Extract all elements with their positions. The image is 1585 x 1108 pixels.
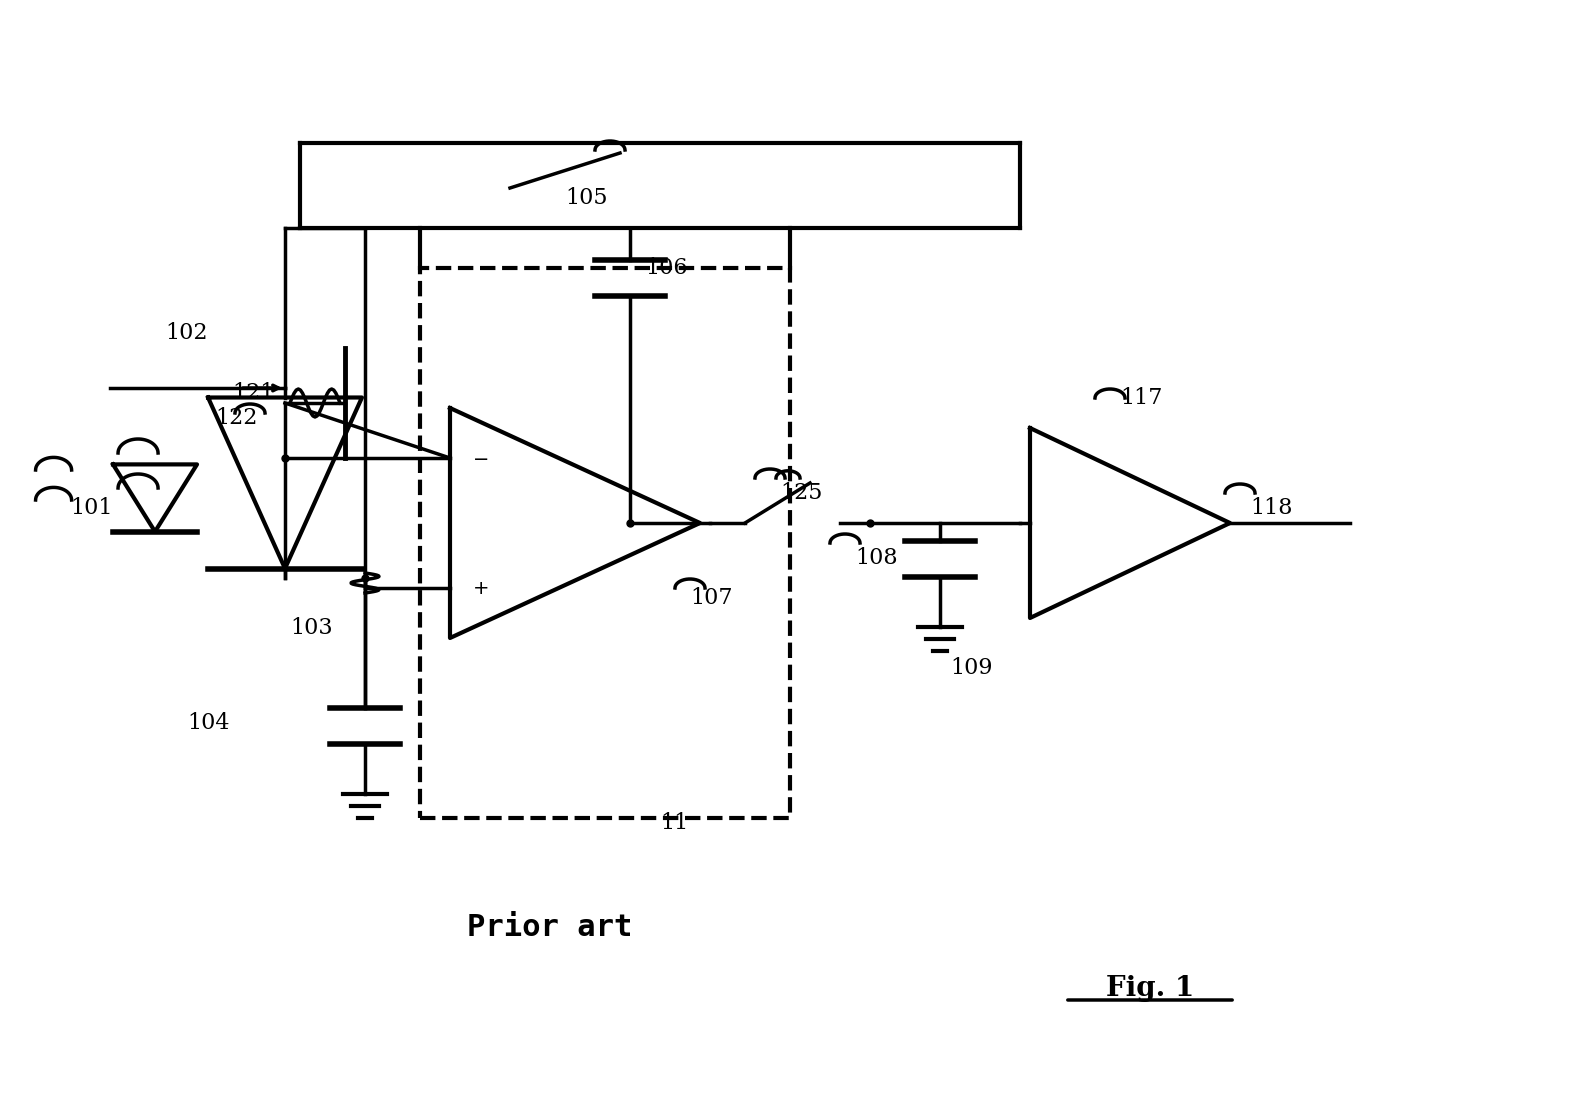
- Text: 106: 106: [645, 257, 688, 279]
- Text: 108: 108: [854, 547, 897, 570]
- Text: 118: 118: [1251, 497, 1292, 519]
- Text: 121: 121: [233, 382, 276, 404]
- Text: 102: 102: [165, 322, 208, 343]
- Text: 125: 125: [780, 482, 823, 504]
- Text: 109: 109: [949, 657, 992, 679]
- Text: 107: 107: [689, 587, 732, 609]
- Text: 11: 11: [659, 812, 688, 834]
- Text: 122: 122: [216, 407, 257, 429]
- Text: $-$: $-$: [472, 449, 488, 468]
- Text: 103: 103: [290, 617, 333, 639]
- Text: 101: 101: [70, 497, 113, 519]
- Text: Fig. 1: Fig. 1: [1106, 975, 1194, 1002]
- Text: 117: 117: [1121, 387, 1162, 409]
- Text: 104: 104: [187, 712, 230, 733]
- Text: 105: 105: [564, 187, 607, 209]
- Text: Prior art: Prior art: [468, 913, 632, 943]
- Text: $+$: $+$: [472, 578, 488, 597]
